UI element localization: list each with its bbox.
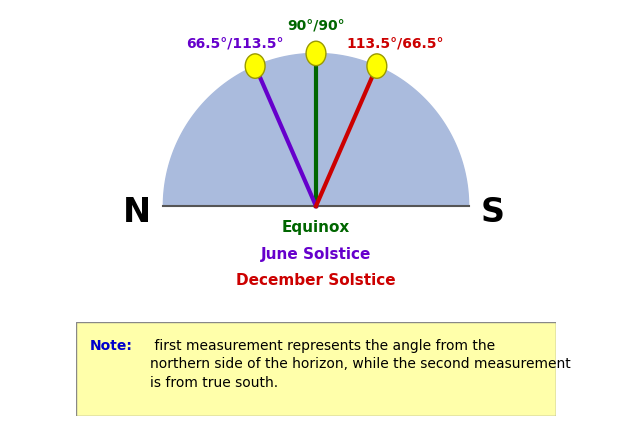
Text: 90°/90°: 90°/90° — [287, 18, 345, 32]
Text: Equinox: Equinox — [282, 220, 350, 235]
Polygon shape — [163, 53, 469, 206]
Text: S: S — [481, 195, 505, 229]
Text: June Solstice: June Solstice — [261, 247, 371, 262]
Ellipse shape — [306, 41, 326, 66]
Text: N: N — [123, 195, 151, 229]
Text: 113.5°/66.5°: 113.5°/66.5° — [346, 37, 444, 51]
Ellipse shape — [367, 54, 387, 78]
Ellipse shape — [245, 54, 265, 78]
Text: December Solstice: December Solstice — [236, 273, 396, 288]
FancyBboxPatch shape — [76, 322, 556, 416]
Text: 66.5°/113.5°: 66.5°/113.5° — [186, 37, 284, 51]
Text: Note:: Note: — [90, 339, 133, 353]
Text: first measurement represents the angle from the
northern side of the horizon, wh: first measurement represents the angle f… — [150, 339, 571, 390]
